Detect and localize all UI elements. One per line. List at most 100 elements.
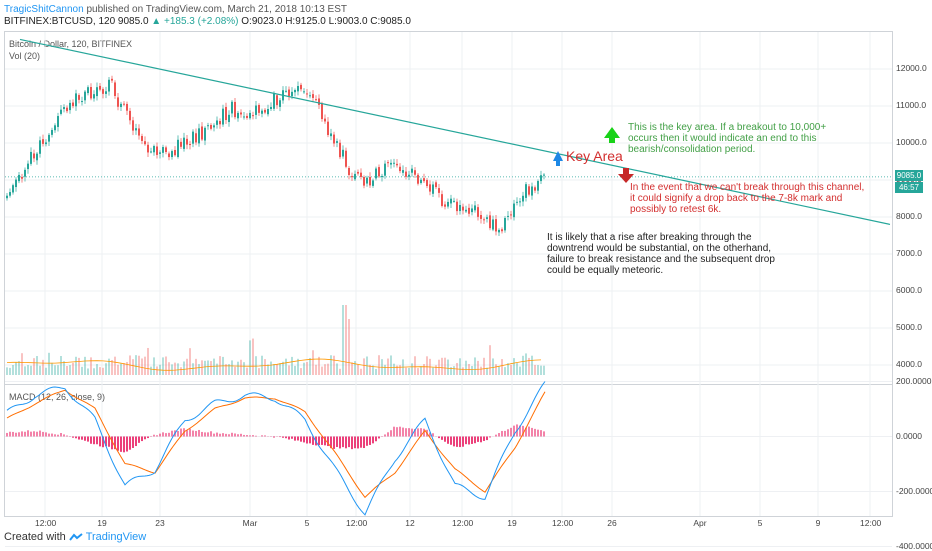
volume-bar	[285, 359, 287, 375]
macd-hist-bar	[81, 437, 83, 440]
macd-hist-bar	[144, 437, 146, 440]
price-tick-label: 5000.0	[896, 322, 922, 332]
macd-hist-bar	[528, 427, 530, 437]
candle-body	[222, 109, 224, 125]
time-tick-label: 19	[502, 518, 522, 528]
macd-hist-bar	[510, 428, 512, 437]
macd-hist-bar	[351, 437, 353, 450]
macd-hist-bar	[21, 431, 23, 436]
candle-body	[18, 175, 20, 181]
macd-hist-bar	[432, 433, 434, 436]
macd-hist-bar	[51, 434, 53, 437]
candle-body	[102, 89, 104, 94]
candle-body	[444, 204, 446, 206]
macd-hist-bar	[339, 437, 341, 449]
bullish-note-line: This is the key area. If a breakout to 1…	[628, 122, 826, 133]
volume-bar	[384, 365, 386, 375]
scenario-note-line: downtrend would be substantial, on the o…	[547, 243, 771, 254]
volume-bar	[6, 367, 8, 375]
macd-hist-bar	[9, 432, 11, 437]
macd-hist-bar	[285, 437, 287, 439]
macd-tick-label: 0.0000	[896, 431, 922, 441]
macd-hist-bar	[483, 437, 485, 441]
macd-hist-bar	[444, 437, 446, 442]
volume-bar	[144, 357, 146, 375]
volume-bar	[333, 356, 335, 375]
candle-body	[288, 90, 290, 96]
macd-hist-bar	[153, 435, 155, 437]
volume-bar	[417, 368, 419, 375]
candle-body	[498, 230, 500, 232]
volume-bar	[294, 366, 296, 375]
volume-bar	[138, 356, 140, 375]
volume-bar	[507, 363, 509, 375]
candle-body	[369, 177, 371, 185]
candle-body	[378, 167, 380, 176]
last-price-tag: 9085.0	[895, 170, 923, 181]
macd-hist-bar	[165, 433, 167, 436]
candle-body	[111, 79, 113, 81]
macd-tick-label: 200.0000	[896, 376, 931, 386]
macd-hist-bar	[216, 433, 218, 437]
macd-hist-bar	[6, 433, 8, 437]
macd-hist-bar	[78, 437, 80, 440]
volume-bar	[375, 369, 377, 375]
volume-bar	[123, 363, 125, 375]
tradingview-brand[interactable]: TradingView	[86, 531, 147, 543]
volume-bar	[84, 357, 86, 375]
volume-bar	[168, 362, 170, 375]
volume-bar	[18, 361, 20, 375]
candle-body	[459, 205, 461, 211]
volume-bar	[537, 365, 539, 375]
macd-hist-bar	[300, 437, 302, 442]
candle-body	[27, 164, 29, 169]
macd-hist-bar	[462, 437, 464, 447]
candle-body	[306, 93, 308, 94]
macd-hist-bar	[222, 433, 224, 436]
macd-hist-bar	[12, 432, 14, 437]
candle-body	[531, 186, 533, 195]
volume-bar	[192, 363, 194, 375]
tradingview-logo-icon[interactable]	[69, 531, 86, 543]
volume-bar	[231, 360, 233, 375]
candle-body	[495, 219, 497, 231]
macd-hist-bar	[450, 437, 452, 445]
candle-body	[150, 151, 152, 152]
macd-hist-bar	[108, 437, 110, 447]
volume-bar	[321, 367, 323, 375]
price-tick-label: 4000.0	[896, 359, 922, 369]
candle-body	[423, 178, 425, 181]
candle-body	[303, 91, 305, 92]
candle-body	[432, 184, 434, 193]
macd-hist-bar	[336, 437, 338, 447]
macd-hist-bar	[465, 437, 467, 445]
candle-body	[489, 215, 491, 228]
volume-bar	[243, 362, 245, 375]
volume-bar	[96, 364, 98, 375]
candle-body	[417, 175, 419, 184]
candle-body	[132, 120, 134, 130]
volume-bar	[393, 364, 395, 375]
macd-hist-bar	[354, 437, 356, 449]
candle-body	[528, 186, 530, 194]
macd-hist-bar	[249, 435, 251, 436]
volume-bar	[291, 357, 293, 375]
volume-bar	[135, 355, 137, 375]
candle-body	[510, 214, 512, 215]
volume-bar	[114, 357, 116, 375]
candle-body	[84, 92, 86, 101]
volume-bar	[318, 357, 320, 375]
macd-hist-bar	[495, 435, 497, 437]
candle-body	[441, 194, 443, 206]
candle-body	[198, 128, 200, 143]
macd-hist-bar	[15, 433, 17, 437]
macd-hist-bar	[213, 434, 215, 437]
volume-bar	[87, 368, 89, 375]
candle-body	[540, 175, 542, 181]
candle-body	[63, 107, 65, 109]
candle-body	[168, 154, 170, 158]
macd-hist-bar	[48, 434, 50, 437]
volume-bar	[441, 358, 443, 375]
candle-body	[192, 132, 194, 144]
